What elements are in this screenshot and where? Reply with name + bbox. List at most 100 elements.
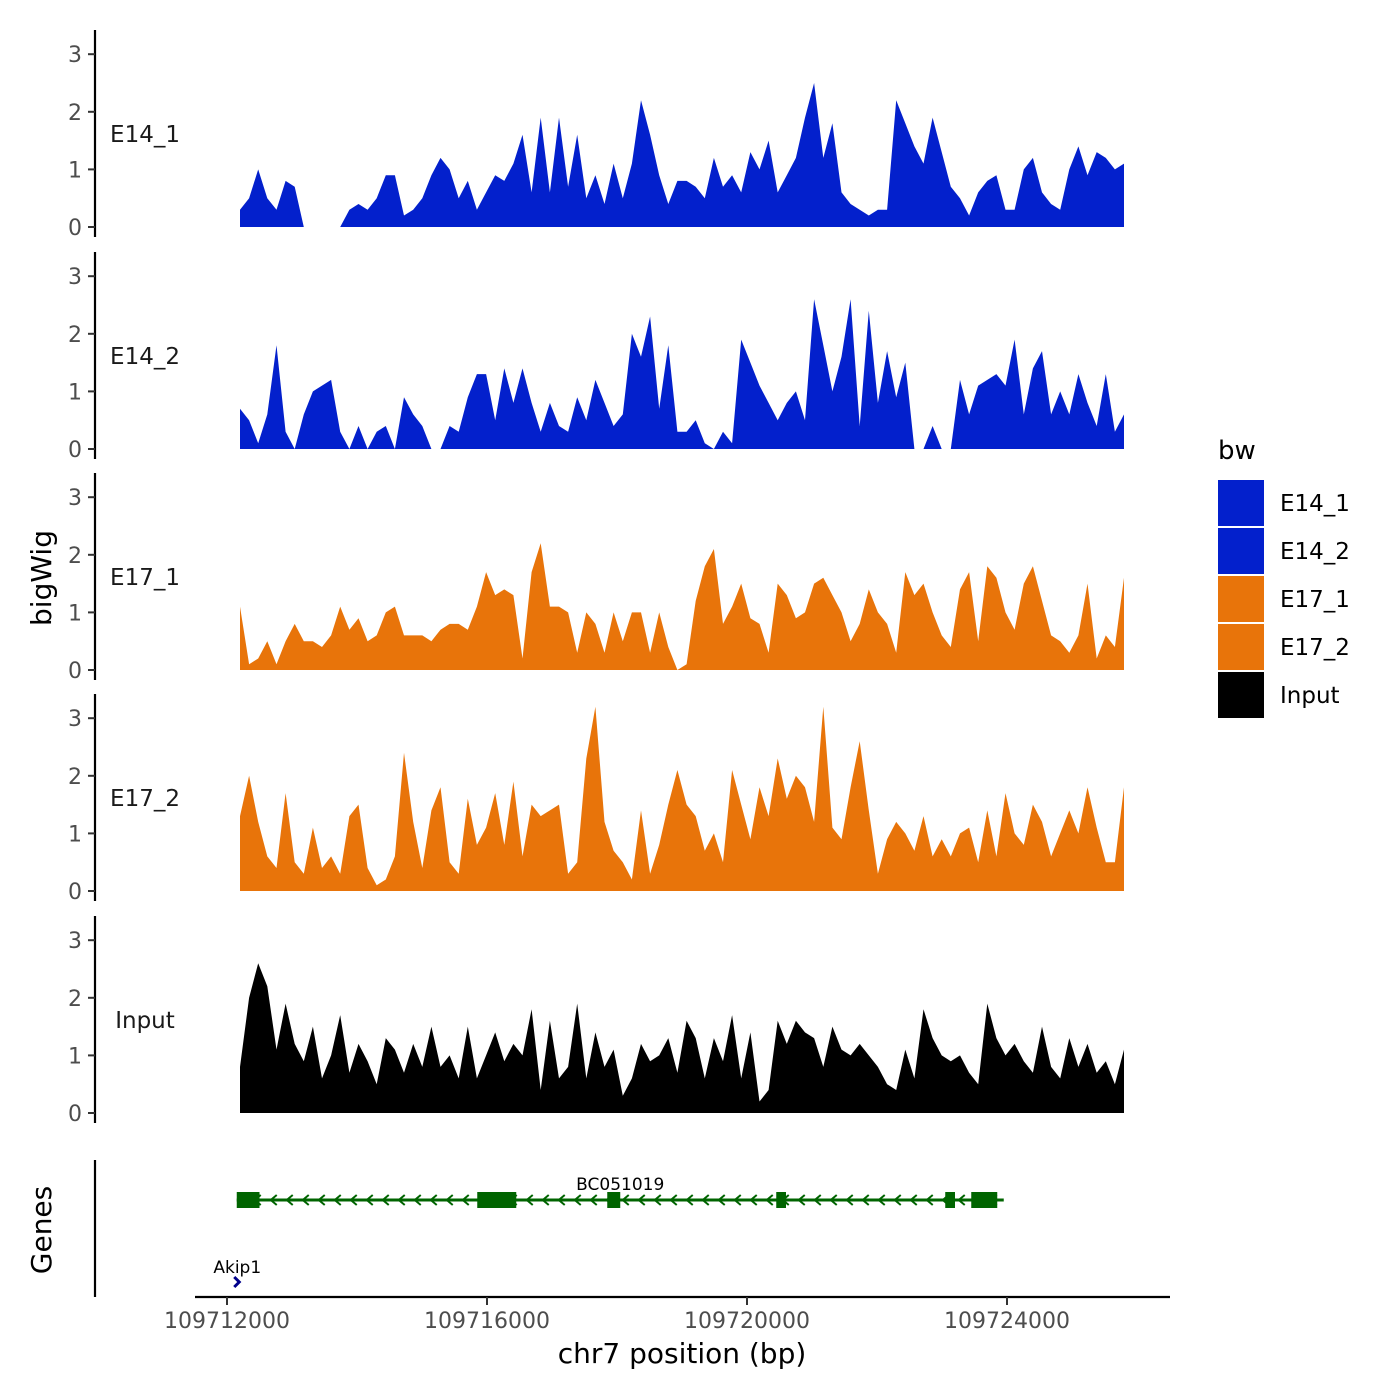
x-axis: 109712000 109716000 109720000 109724000 chr… xyxy=(164,1295,1170,1370)
y-tick-label: 3 xyxy=(68,43,82,68)
legend-label: E14_2 xyxy=(1280,539,1350,565)
panel-E14_2: 0 1 2 3 E14_2 xyxy=(68,252,1124,463)
panel-E14_1: 0 1 2 3 E14_1 xyxy=(68,30,1124,241)
strand-chevron xyxy=(653,1194,662,1206)
gene-shapes: BC051019 Akip1 xyxy=(213,1175,1004,1289)
y-tick-label: 0 xyxy=(68,438,82,463)
legend-swatch xyxy=(1218,528,1264,574)
legend-swatch xyxy=(1218,624,1264,670)
strand-chevron xyxy=(461,1194,470,1206)
y-tick-label: 1 xyxy=(68,601,82,626)
strand-chevron xyxy=(349,1194,358,1206)
y-tick-label: 1 xyxy=(68,158,82,183)
legend-swatch xyxy=(1218,576,1264,622)
strand-chevron xyxy=(925,1194,934,1206)
strand-chevron xyxy=(573,1194,582,1206)
y-tick-label: 3 xyxy=(68,486,82,511)
strand-chevron xyxy=(301,1194,310,1206)
genes-track-title: Genes xyxy=(25,1186,58,1274)
strand-chevron xyxy=(893,1194,902,1206)
x-tick-label: 109720000 xyxy=(684,1309,810,1334)
panel-E17_2: 0 1 2 3 E17_2 xyxy=(68,694,1124,905)
gene-BC051019: BC051019 xyxy=(236,1175,1004,1208)
gene-label: Akip1 xyxy=(213,1258,261,1278)
y-tick-label: 2 xyxy=(68,544,82,569)
strand-chevron xyxy=(877,1194,886,1206)
strand-chevron xyxy=(749,1194,758,1206)
strand-chevron xyxy=(813,1194,822,1206)
strand-chevron xyxy=(317,1194,326,1206)
y-tick-label: 0 xyxy=(68,659,82,684)
strand-chevron xyxy=(233,1275,242,1289)
panel-E17_1: 0 1 2 3 E17_1 xyxy=(68,473,1124,684)
strand-chevron xyxy=(397,1194,406,1206)
strand-chevron xyxy=(429,1194,438,1206)
strand-chevron xyxy=(285,1194,294,1206)
strand-chevron xyxy=(413,1194,422,1206)
gene-exon xyxy=(607,1192,621,1208)
strand-chevron xyxy=(701,1194,710,1206)
y-tick-label: 2 xyxy=(68,323,82,348)
legend-swatch xyxy=(1218,480,1264,526)
coverage-area-E14_2 xyxy=(240,299,1124,449)
x-ticks: 109712000 109716000 109720000 109724000 xyxy=(164,1297,1070,1334)
strand-chevron xyxy=(365,1194,374,1206)
legend-label: E14_1 xyxy=(1280,491,1350,517)
y-tick-label: 3 xyxy=(68,929,82,954)
gene-exon xyxy=(236,1192,260,1208)
legend-label: E17_1 xyxy=(1280,587,1350,613)
panel-label: Input xyxy=(115,1008,175,1034)
strand-chevron xyxy=(797,1194,806,1206)
y-tick-label: 0 xyxy=(68,880,82,905)
y-tick-label: 2 xyxy=(68,987,82,1012)
strand-chevron xyxy=(685,1194,694,1206)
gene-Akip1: Akip1 xyxy=(213,1258,261,1289)
strand-chevron xyxy=(589,1194,598,1206)
coverage-panels: 0 1 2 3 E14_1 0 1 2 3 E14_2 0 1 2 3 E17_1 0 1 2 3 E17_2 0 1 2 3… xyxy=(68,30,1124,1127)
strand-chevron xyxy=(541,1194,550,1206)
y-axis-title: bigWig xyxy=(25,530,58,626)
x-tick-label: 109716000 xyxy=(424,1309,550,1334)
gene-exon xyxy=(971,1192,998,1208)
strand-chevron xyxy=(445,1194,454,1206)
strand-chevron xyxy=(669,1194,678,1206)
strand-chevron xyxy=(333,1194,342,1206)
y-tick-label: 2 xyxy=(68,101,82,126)
strand-chevron xyxy=(845,1194,854,1206)
coverage-area-E17_1 xyxy=(240,543,1124,670)
legend-title: bw xyxy=(1218,436,1256,466)
strand-chevron xyxy=(381,1194,390,1206)
gene-exon xyxy=(776,1192,786,1208)
y-tick-label: 0 xyxy=(68,1102,82,1127)
panel-label: E17_2 xyxy=(110,786,180,812)
strand-chevron xyxy=(269,1194,278,1206)
legend-swatch xyxy=(1218,672,1264,718)
strand-chevron xyxy=(829,1194,838,1206)
strand-chevron xyxy=(525,1194,534,1206)
gene-exon xyxy=(477,1192,517,1208)
strand-chevron xyxy=(765,1194,774,1206)
panel-Input: 0 1 2 3 Input xyxy=(68,916,1124,1127)
strand-chevron xyxy=(637,1194,646,1206)
strand-chevron xyxy=(621,1194,630,1206)
y-tick-label: 1 xyxy=(68,822,82,847)
genes-track: Genes BC051019 Akip1 xyxy=(25,1160,1004,1297)
strand-chevron xyxy=(717,1194,726,1206)
x-tick-label: 109712000 xyxy=(164,1309,290,1334)
y-tick-label: 0 xyxy=(68,216,82,241)
panel-label: E14_1 xyxy=(110,122,180,148)
x-tick-label: 109724000 xyxy=(944,1309,1070,1334)
coverage-area-E17_2 xyxy=(240,706,1124,891)
strand-chevron xyxy=(861,1194,870,1206)
gene-exon xyxy=(945,1192,955,1208)
legend-label: Input xyxy=(1280,683,1340,709)
strand-chevron xyxy=(733,1194,742,1206)
y-tick-label: 1 xyxy=(68,380,82,405)
panel-label: E17_1 xyxy=(110,565,180,591)
y-tick-label: 3 xyxy=(68,265,82,290)
strand-chevron xyxy=(957,1194,966,1206)
x-axis-title: chr7 position (bp) xyxy=(558,1337,807,1370)
coverage-area-Input xyxy=(240,963,1124,1113)
strand-chevron xyxy=(557,1194,566,1206)
